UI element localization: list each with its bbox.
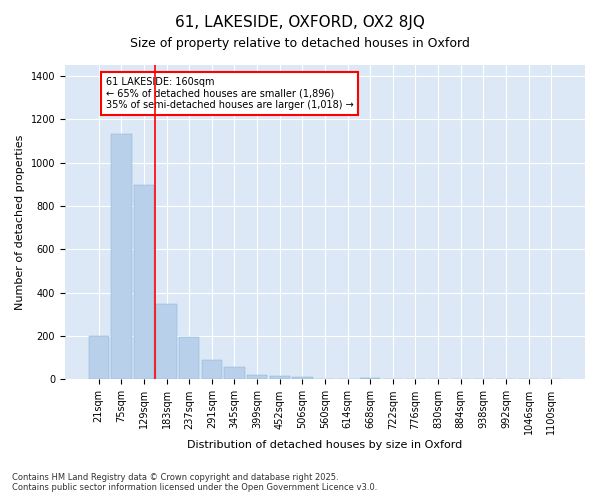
X-axis label: Distribution of detached houses by size in Oxford: Distribution of detached houses by size … — [187, 440, 463, 450]
Bar — [111, 134, 131, 380]
Bar — [269, 376, 290, 380]
Bar — [89, 336, 109, 380]
Y-axis label: Number of detached properties: Number of detached properties — [15, 134, 25, 310]
Bar — [224, 367, 245, 380]
Bar — [247, 374, 267, 380]
Text: Size of property relative to detached houses in Oxford: Size of property relative to detached ho… — [130, 38, 470, 51]
Text: Contains HM Land Registry data © Crown copyright and database right 2025.
Contai: Contains HM Land Registry data © Crown c… — [12, 473, 377, 492]
Bar — [179, 337, 199, 380]
Bar — [202, 360, 222, 380]
Text: 61, LAKESIDE, OXFORD, OX2 8JQ: 61, LAKESIDE, OXFORD, OX2 8JQ — [175, 15, 425, 30]
Bar — [292, 377, 313, 380]
Bar — [157, 304, 177, 380]
Bar — [134, 186, 154, 380]
Text: 61 LAKESIDE: 160sqm
← 65% of detached houses are smaller (1,896)
35% of semi-det: 61 LAKESIDE: 160sqm ← 65% of detached ho… — [106, 77, 353, 110]
Bar — [360, 378, 380, 380]
